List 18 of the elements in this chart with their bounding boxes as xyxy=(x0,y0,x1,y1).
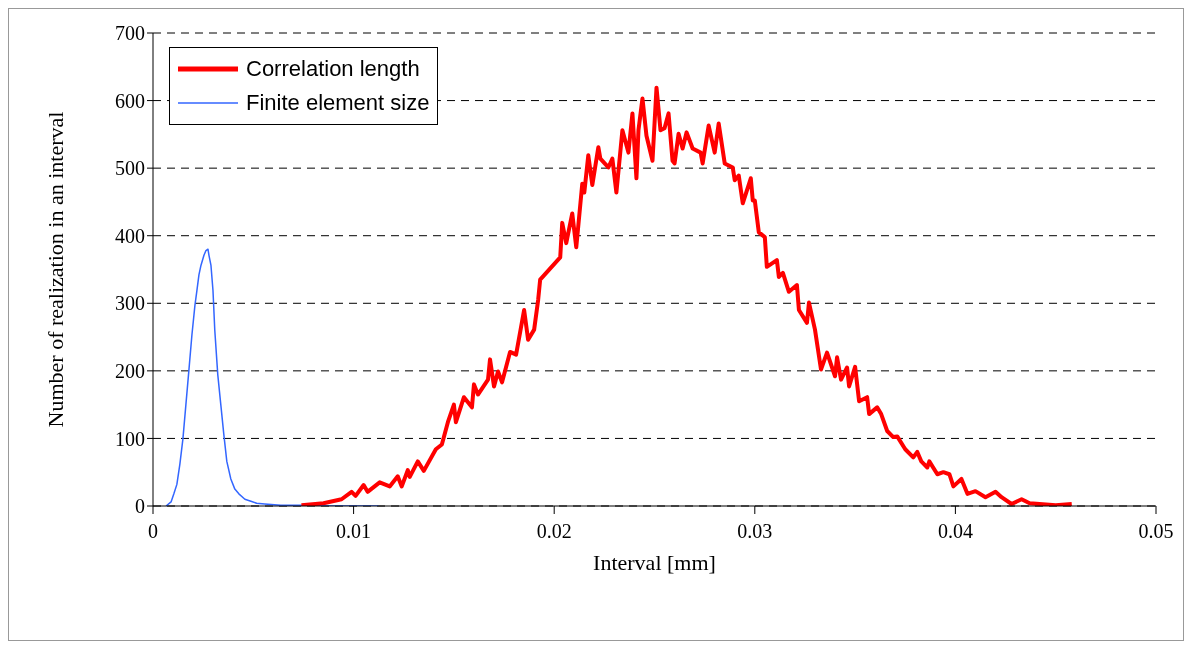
y-axis-title: Number of realization in an interval xyxy=(42,111,68,428)
line-series xyxy=(299,85,1074,506)
x-tick-label: 0.03 xyxy=(737,520,773,543)
legend-label: Correlation length xyxy=(246,55,420,83)
y-tick-label: 100 xyxy=(115,427,145,450)
y-tick-label: 300 xyxy=(115,292,145,315)
legend-label: Finite element size xyxy=(246,89,430,117)
x-tick-label: 0.04 xyxy=(937,520,973,543)
y-tick-label: 500 xyxy=(115,157,145,180)
x-tick-label: 0.02 xyxy=(536,520,572,543)
y-tick-label: 200 xyxy=(115,359,145,382)
y-tick-label: 600 xyxy=(115,89,145,112)
y-tick-label: 700 xyxy=(115,22,145,45)
y-tick-label: 0 xyxy=(135,495,145,518)
x-tick-label: 0.05 xyxy=(1138,520,1174,543)
x-tick-label: 0.01 xyxy=(336,520,372,543)
y-tick-label: 400 xyxy=(115,224,145,247)
x-axis-title: Interval [mm] xyxy=(593,550,716,575)
